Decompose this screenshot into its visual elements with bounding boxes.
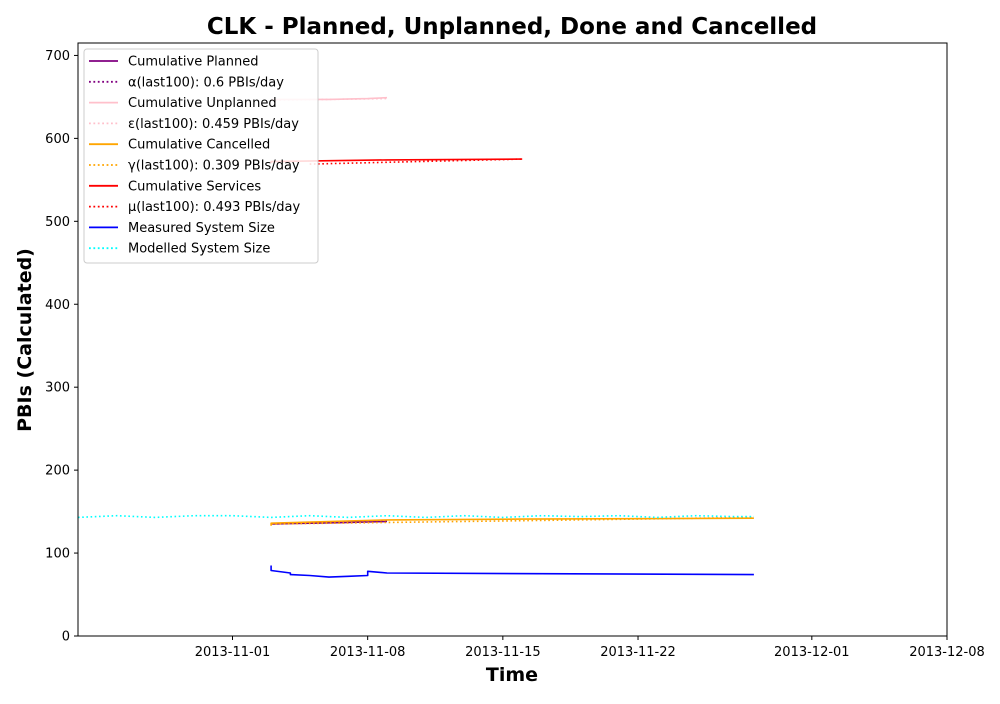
legend-label-7: μ(last100): 0.493 PBIs/day	[128, 200, 300, 215]
y-axis-label: PBIs (Calculated)	[14, 248, 36, 432]
legend-box	[83, 48, 319, 264]
y-tick-label: 700	[45, 49, 70, 64]
legend: Cumulative Planned α(last100): 0.6 PBIs/d…	[83, 48, 319, 264]
legend-label-9: Modelled System Size	[128, 242, 270, 257]
x-tick-label: 2013-11-22	[600, 645, 676, 660]
x-tick-label: 2013-12-08	[909, 645, 985, 660]
series-line-8	[270, 565, 754, 578]
x-tick-label: 2013-11-15	[465, 645, 541, 660]
legend-label-6: Cumulative Services	[128, 179, 261, 194]
x-axis-label: Time	[486, 664, 538, 686]
y-tick-label: 200	[45, 464, 70, 479]
legend-label-8: Measured System Size	[128, 221, 275, 236]
y-tick-label: 0	[62, 630, 70, 645]
series-line-7	[309, 158, 523, 165]
y-tick-label: 600	[45, 132, 70, 147]
y-tick-label: 300	[45, 381, 70, 396]
legend-label-3: ε(last100): 0.459 PBIs/day	[128, 117, 299, 132]
y-tick-label: 400	[45, 298, 70, 313]
y-tick-label: 500	[45, 215, 70, 230]
legend-label-0: Cumulative Planned	[128, 55, 258, 70]
x-tick-label: 2013-11-01	[195, 645, 271, 660]
chart-title: CLK - Planned, Unplanned, Done and Cance…	[207, 14, 817, 40]
x-tick-label: 2013-11-08	[330, 645, 406, 660]
legend-label-2: Cumulative Unplanned	[128, 96, 277, 111]
legend-label-1: α(last100): 0.6 PBIs/day	[128, 75, 284, 90]
axes-layer: 0 100 200 300 400 500 600 700 2013-11-01 2013-11-…	[45, 42, 985, 660]
legend-label-5: γ(last100): 0.309 PBIs/day	[128, 159, 300, 174]
plot-frame	[77, 42, 948, 637]
series-line-9	[77, 514, 754, 519]
legend-label-4: Cumulative Cancelled	[128, 138, 270, 153]
x-tick-label: 2013-12-01	[774, 645, 850, 660]
y-tick-label: 100	[45, 547, 70, 562]
